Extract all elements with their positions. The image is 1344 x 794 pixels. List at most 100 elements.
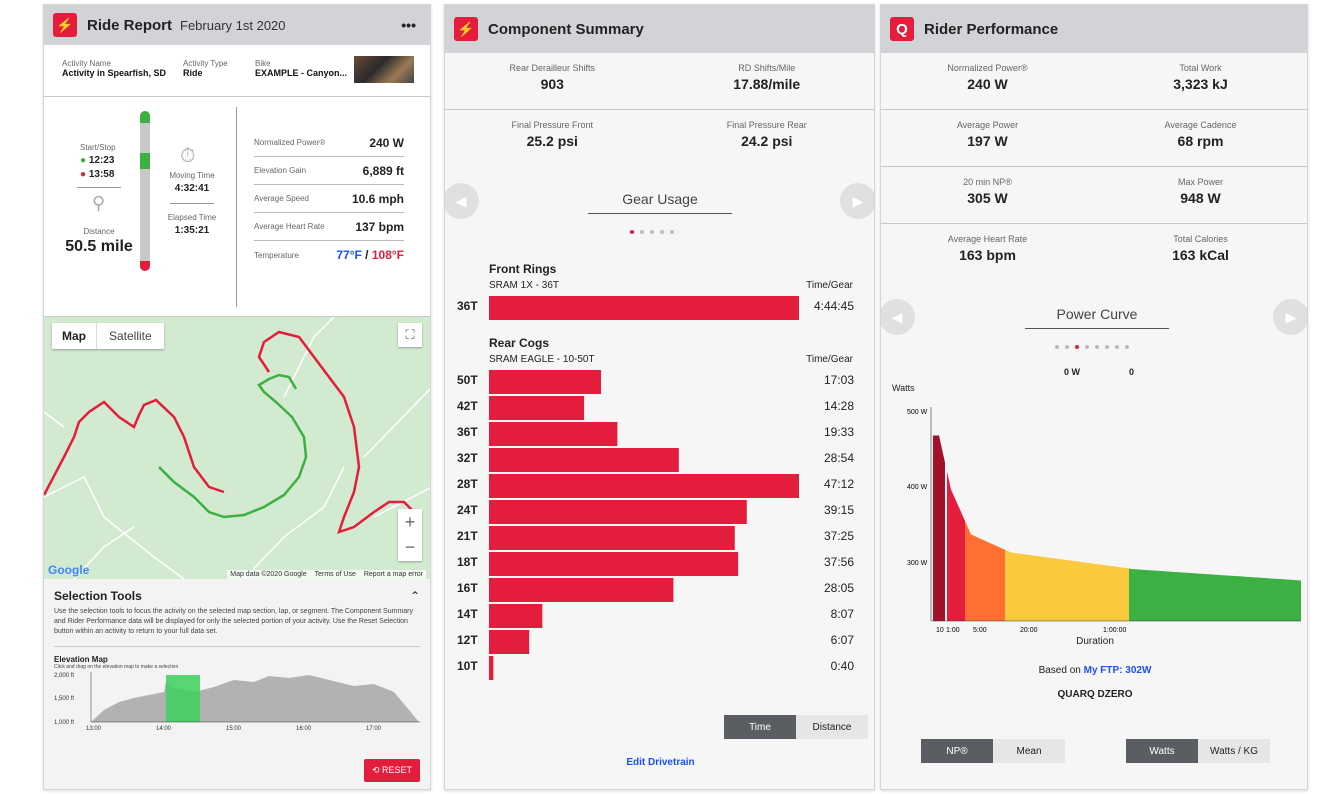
gear-bar [489, 474, 799, 498]
report-error-link[interactable]: Report a map error [363, 571, 423, 578]
np-toggle-button[interactable]: NP® [921, 739, 993, 763]
front-rings-chart: 36T 4:44:45 [457, 296, 854, 320]
map-tab[interactable]: Map [52, 323, 97, 349]
map-canvas [44, 317, 430, 579]
metric-label: Final Pressure Rear [726, 120, 807, 130]
gear-time-label: 17:03 [824, 373, 854, 387]
elev-y-tick: 1,000 ft [54, 720, 74, 726]
zoom-in-button[interactable]: + [404, 512, 416, 532]
elapsed-time-label: Elapsed Time [167, 213, 217, 222]
prev-arrow-icon[interactable]: ◀ [445, 183, 479, 219]
activity-type: Ride [183, 68, 203, 78]
activity-type-label: Activity Type [183, 59, 228, 68]
more-menu-icon[interactable]: ••• [401, 17, 416, 33]
moving-time: 4:32:41 [174, 183, 210, 194]
gear-label: 16T [457, 581, 478, 595]
y-axis-label: Watts [892, 383, 915, 393]
moving-time-label: Moving Time [169, 171, 215, 180]
elevation-map-title: Elevation Map [54, 655, 108, 664]
stat-label: Average Heart Rate [254, 222, 325, 231]
stat-value: 240 W [369, 135, 404, 150]
elev-x-tick: 16:00 [296, 726, 312, 732]
time-range-slider[interactable] [140, 111, 150, 271]
map-data-credit: Map data ©2020 Google [230, 571, 307, 578]
carousel-dots[interactable] [1055, 345, 1129, 349]
metric-value: 903 [540, 76, 564, 92]
power-curve-chart[interactable]: 500 W 400 W 300 W 10 1:00 5:00 20:00 1:0… [881, 397, 1308, 647]
metric-value: 17.88/mile [733, 76, 801, 92]
sram-logo-icon: ⚡ [454, 17, 478, 41]
metric-value: 948 W [1180, 190, 1221, 206]
elevation-chart[interactable]: 2,000 ft 1,500 ft 1,000 ft 13:00 14:00 1… [54, 670, 422, 732]
carousel-dots[interactable] [630, 230, 674, 234]
ftp-link[interactable]: My FTP: 302W [1083, 665, 1152, 676]
gear-bar [489, 422, 618, 446]
power-curve-title: Power Curve [1025, 306, 1169, 329]
activity-name-label: Activity Name [62, 59, 111, 68]
activity-name: Activity in Spearfish, SD [62, 68, 167, 78]
wkg-toggle-button[interactable]: Watts / KG [1198, 739, 1270, 763]
activity-info: Activity Name Activity in Spearfish, SD … [44, 45, 430, 97]
time-distance-toggle: Time Distance [724, 715, 868, 739]
metric-label: Final Pressure Front [511, 120, 594, 130]
x-tick: 20:00 [1020, 627, 1038, 634]
prev-arrow-icon[interactable]: ◀ [881, 299, 915, 335]
gear-time-label: 14:28 [824, 399, 854, 413]
selection-tools-title: Selection Tools [54, 589, 142, 603]
google-logo: Google [48, 563, 90, 577]
fullscreen-icon[interactable]: ⛶ [398, 323, 422, 347]
perf-metrics: Normalized Power® 240 W Total Work 3,323 kJ… [881, 53, 1307, 281]
power-zone-area [965, 521, 1005, 621]
map-type-toggle: Map Satellite [52, 323, 164, 349]
route-map[interactable]: Map Satellite ⛶ + − Google Map data ©202… [44, 317, 430, 579]
edit-drivetrain-link[interactable]: Edit Drivetrain [626, 757, 695, 768]
elevation-selection[interactable] [166, 675, 200, 722]
metric-value: 24.2 psi [741, 133, 793, 149]
elev-y-tick: 2,000 ft [54, 673, 74, 679]
metric-label: Total Calories [1173, 234, 1228, 244]
bike-label: Bike [255, 59, 271, 68]
next-arrow-icon[interactable]: ▶ [840, 183, 874, 219]
device-name: QUARQ DZERO [1057, 689, 1133, 700]
gear-bar [489, 552, 739, 576]
metric-value: 163 bpm [959, 247, 1016, 263]
gear-bar [489, 526, 735, 550]
component-summary-panel: ⚡ Component Summary Rear Derailleur Shif… [444, 4, 875, 790]
metric-label: Average Power [956, 120, 1019, 130]
gear-bar [489, 296, 799, 320]
power-zone-area [947, 471, 965, 621]
ride-report-title: Ride Report [87, 16, 173, 34]
gear-label: 24T [457, 503, 478, 517]
perf-metrics-row: Normalized Power® 240 W Total Work 3,323 kJ [881, 53, 1307, 110]
rider-performance-header: Q Rider Performance [881, 5, 1307, 53]
bike-name: EXAMPLE - Canyon... [255, 68, 348, 78]
rear-cogs-title: Rear Cogs [489, 336, 550, 350]
watts-toggle-button[interactable]: Watts [1126, 739, 1198, 763]
zoom-out-button[interactable]: − [404, 537, 416, 557]
stat-row: Elevation Gain 6,889 ft [254, 157, 404, 185]
metric-value: 3,323 kJ [1173, 76, 1228, 92]
next-arrow-icon[interactable]: ▶ [1273, 299, 1307, 335]
collapse-chevron-icon[interactable]: ⌃ [409, 589, 420, 603]
front-rings-sub: SRAM 1X - 36T [489, 280, 560, 291]
rider-performance-panel: Q Rider Performance Normalized Power® 240… [880, 4, 1308, 790]
gear-label: 18T [457, 555, 478, 569]
selection-tools-text: Use the selection tools to focus the act… [54, 608, 413, 635]
time-toggle-button[interactable]: Time [724, 715, 796, 739]
gear-label: 10T [457, 659, 478, 673]
gear-label: 28T [457, 477, 478, 491]
gear-time-label: 19:33 [824, 425, 854, 439]
metric-value: 240 W [967, 76, 1008, 92]
satellite-tab[interactable]: Satellite [109, 329, 152, 343]
terms-link[interactable]: Terms of Use [314, 571, 356, 578]
gear-bar [489, 448, 679, 472]
np-mean-toggle: NP® Mean [921, 739, 1065, 763]
reset-button[interactable]: ⟲ RESET [363, 759, 420, 782]
stopwatch-icon: ⏱ [180, 145, 196, 167]
gear-label: 12T [457, 633, 478, 647]
start-time: 12:23 [88, 155, 115, 166]
distance-toggle-button[interactable]: Distance [796, 715, 868, 739]
comp-metrics-row-2: Final Pressure Front 25.2 psi Final Press… [445, 110, 874, 167]
mean-toggle-button[interactable]: Mean [993, 739, 1065, 763]
metric-label: Normalized Power® [947, 63, 1028, 73]
